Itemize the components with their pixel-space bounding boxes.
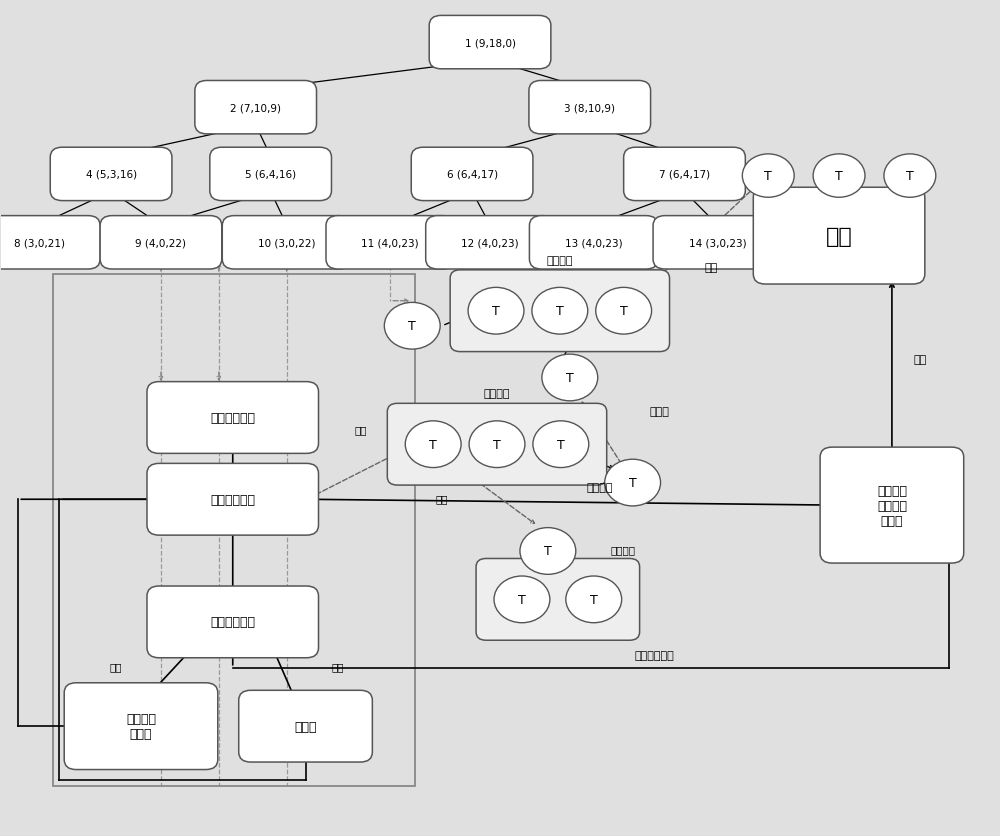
FancyBboxPatch shape xyxy=(50,148,172,201)
Text: 工作负载
管理器和
调度器: 工作负载 管理器和 调度器 xyxy=(877,484,907,527)
FancyBboxPatch shape xyxy=(426,217,554,270)
FancyBboxPatch shape xyxy=(450,271,670,352)
Text: 完成: 完成 xyxy=(110,661,122,671)
Text: 提交: 提交 xyxy=(705,263,718,273)
Text: 6 (6,4,17): 6 (6,4,17) xyxy=(447,170,498,180)
Circle shape xyxy=(884,155,936,198)
Text: 13 (4,0,23): 13 (4,0,23) xyxy=(565,238,623,248)
Text: T: T xyxy=(566,371,574,385)
Text: T: T xyxy=(557,438,565,451)
FancyBboxPatch shape xyxy=(195,81,317,135)
FancyBboxPatch shape xyxy=(64,683,218,770)
Text: T: T xyxy=(556,305,564,318)
FancyBboxPatch shape xyxy=(411,148,533,201)
Text: 14 (3,0,23): 14 (3,0,23) xyxy=(689,238,746,248)
Circle shape xyxy=(532,288,588,334)
FancyBboxPatch shape xyxy=(653,217,782,270)
FancyBboxPatch shape xyxy=(753,188,925,285)
Text: 3 (8,10,9): 3 (8,10,9) xyxy=(564,103,615,113)
Circle shape xyxy=(566,576,622,623)
Text: 失败: 失败 xyxy=(436,494,448,504)
Text: T: T xyxy=(835,170,843,183)
FancyBboxPatch shape xyxy=(624,148,745,201)
Text: T: T xyxy=(493,438,501,451)
FancyBboxPatch shape xyxy=(147,382,319,454)
Text: T: T xyxy=(408,320,416,333)
Circle shape xyxy=(813,155,865,198)
Circle shape xyxy=(384,303,440,349)
FancyBboxPatch shape xyxy=(387,404,607,486)
FancyBboxPatch shape xyxy=(100,217,222,270)
Text: T: T xyxy=(492,305,500,318)
FancyBboxPatch shape xyxy=(476,558,640,640)
Circle shape xyxy=(468,288,524,334)
FancyBboxPatch shape xyxy=(222,217,351,270)
FancyBboxPatch shape xyxy=(820,447,964,563)
FancyBboxPatch shape xyxy=(529,217,658,270)
Text: T: T xyxy=(906,170,914,183)
Circle shape xyxy=(533,421,589,468)
Text: 失败: 失败 xyxy=(331,661,344,671)
Circle shape xyxy=(605,460,661,507)
FancyBboxPatch shape xyxy=(239,691,372,762)
FancyBboxPatch shape xyxy=(0,217,100,270)
FancyBboxPatch shape xyxy=(147,464,319,536)
Text: 7 (6,4,17): 7 (6,4,17) xyxy=(659,170,710,180)
Text: 10 (3,0,22): 10 (3,0,22) xyxy=(258,238,315,248)
Text: 2 (7,10,9): 2 (7,10,9) xyxy=(230,103,281,113)
FancyBboxPatch shape xyxy=(147,586,319,658)
Text: 再提交: 再提交 xyxy=(294,720,317,733)
Text: 初始化优先级: 初始化优先级 xyxy=(210,411,255,425)
Circle shape xyxy=(520,528,576,574)
Circle shape xyxy=(405,421,461,468)
FancyBboxPatch shape xyxy=(429,17,551,69)
Text: 9 (4,0,22): 9 (4,0,22) xyxy=(135,238,186,248)
Circle shape xyxy=(469,421,525,468)
Text: 11 (4,0,23): 11 (4,0,23) xyxy=(361,238,419,248)
Text: 任务状态查询: 任务状态查询 xyxy=(635,650,674,660)
Text: T: T xyxy=(518,594,526,606)
Text: 5 (6,4,16): 5 (6,4,16) xyxy=(245,170,296,180)
Text: T: T xyxy=(764,170,772,183)
FancyBboxPatch shape xyxy=(210,148,331,201)
Text: 运行队列: 运行队列 xyxy=(484,389,510,399)
FancyBboxPatch shape xyxy=(529,81,651,135)
Text: 1 (9,18,0): 1 (9,18,0) xyxy=(465,38,516,48)
Bar xyxy=(53,275,415,787)
Circle shape xyxy=(742,155,794,198)
Text: 8 (3,0,21): 8 (3,0,21) xyxy=(14,238,65,248)
Circle shape xyxy=(596,288,652,334)
Text: 缓绪队列: 缓绪队列 xyxy=(547,256,573,266)
FancyBboxPatch shape xyxy=(326,217,455,270)
Text: 执行: 执行 xyxy=(913,354,926,364)
Text: T: T xyxy=(544,545,552,558)
Text: T: T xyxy=(590,594,598,606)
Text: T: T xyxy=(429,438,437,451)
Text: 完成: 完成 xyxy=(355,425,367,435)
Text: T: T xyxy=(620,305,628,318)
Text: 规划空闲节点: 规划空闲节点 xyxy=(210,493,255,506)
Text: 12 (4,0,23): 12 (4,0,23) xyxy=(461,238,519,248)
Text: T: T xyxy=(629,477,637,490)
Text: 反馈状态报告: 反馈状态报告 xyxy=(210,615,255,629)
Text: 提交任务: 提交任务 xyxy=(586,482,613,492)
Text: 4 (5,3,16): 4 (5,3,16) xyxy=(86,170,137,180)
Text: 提交失败: 提交失败 xyxy=(610,545,635,554)
Text: 重新计算
优先级: 重新计算 优先级 xyxy=(126,712,156,740)
Text: 再提交: 再提交 xyxy=(650,406,669,416)
Circle shape xyxy=(494,576,550,623)
Circle shape xyxy=(542,354,598,401)
Text: 集群: 集群 xyxy=(826,227,852,247)
